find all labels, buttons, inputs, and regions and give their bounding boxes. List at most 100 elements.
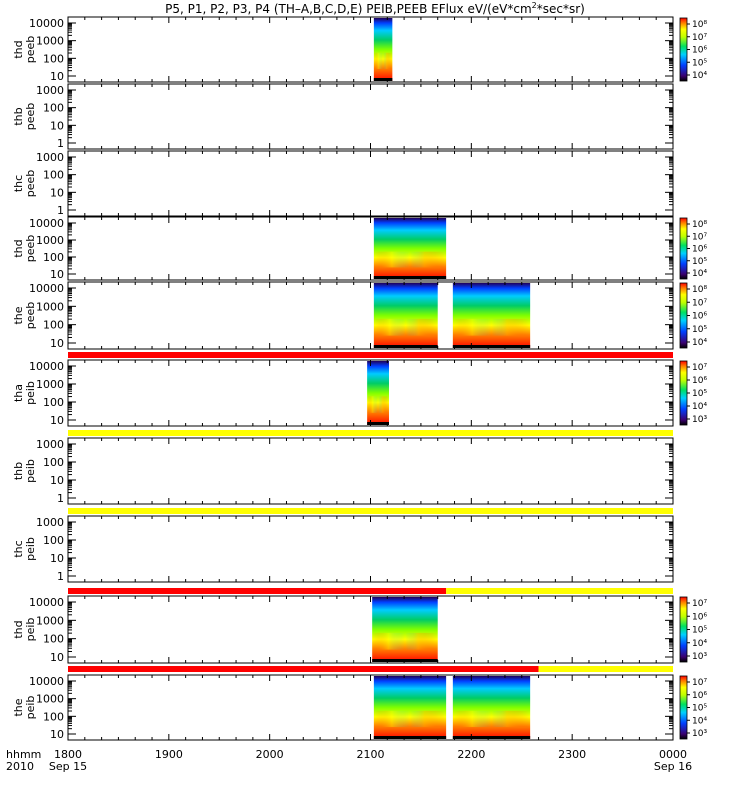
y-tick-label-7-1: 100: [43, 534, 64, 547]
spectrogram-block-5-0: [367, 361, 389, 425]
spectrogram-baseline-4-1: [452, 345, 531, 348]
spectrogram-band-3-0: [373, 251, 447, 268]
colorbar-label-5-1: 10⁶: [692, 376, 707, 386]
y-tick-label-9-2: 100: [43, 710, 64, 723]
x-tick-label-3: 2100: [357, 748, 385, 761]
colorbar-label-4-1: 10⁷: [692, 298, 707, 308]
panel-label-product-3: peeb: [24, 235, 37, 263]
spectrogram-baseline-4-0: [373, 345, 438, 348]
colorbar-label-9-1: 10⁶: [692, 691, 707, 701]
y-tick-label-4-3: 10: [50, 337, 64, 350]
spectrogram-band-4-0: [373, 318, 438, 336]
x-axis-label-top: hhmm: [6, 748, 41, 761]
y-tick-label-0-3: 10: [50, 70, 64, 83]
panel-label-probe-2: thc: [12, 175, 25, 192]
panel-label-product-2: peeb: [24, 170, 37, 198]
status-bar-segment-1-0: [68, 430, 673, 436]
panel-frame-2: [67, 150, 674, 217]
panel-6: 1000 100 10 1 thb peib: [12, 437, 674, 505]
x-tick-label-2: 2000: [256, 748, 284, 761]
colorbar-label-3-4: 10⁴: [692, 269, 707, 279]
y-tick-label-5-1: 1000: [36, 378, 64, 391]
colorbar-label-8-2: 10⁵: [692, 626, 707, 636]
spectrogram-block-8-0: [372, 597, 438, 662]
panel-9: 10000 1000 100 10 the peib 10⁷ 10⁶ 10⁵ 10⁴ 10³: [12, 674, 707, 741]
colorbar-scale-8: [679, 596, 688, 663]
panel-label-product-9: peib: [24, 696, 37, 720]
panel-label-probe-8: thd: [12, 620, 25, 638]
y-tick-label-5-2: 100: [43, 396, 64, 409]
y-tick-label-0-2: 100: [43, 52, 64, 65]
y-tick-label-7-0: 1000: [36, 516, 64, 529]
colorbar-label-9-3: 10⁴: [692, 716, 707, 726]
colorbar-label-3-1: 10⁷: [692, 232, 707, 242]
y-tick-label-4-0: 10000: [29, 282, 64, 295]
colorbar-label-9-4: 10³: [692, 729, 707, 739]
panel-frame-1: [67, 83, 674, 150]
panel-4: 10000 1000 100 10 the peeb 10⁸ 10⁷ 10⁶ 10⁵ 10⁴: [12, 281, 707, 350]
colorbar-0: 10⁸ 10⁷ 10⁶ 10⁵ 10⁴: [679, 17, 707, 82]
y-tick-label-7-3: 1: [57, 570, 64, 583]
chart-title: P5, P1, P2, P3, P4 (TH–A,B,C,D,E) PEIB,P…: [165, 1, 585, 16]
x-tick-label-4: 2200: [457, 748, 485, 761]
chart-title-superscript: 2: [532, 1, 537, 10]
colorbar-label-0-3: 10⁵: [692, 58, 707, 68]
panel-3: 10000 1000 100 10 thd peeb 10⁸ 10⁷ 10⁶ 10⁵ 10⁴: [12, 216, 707, 281]
status-bar-segment-3-1: [446, 588, 673, 594]
colorbar-4: 10⁸ 10⁷ 10⁶ 10⁵ 10⁴: [679, 282, 707, 349]
y-tick-label-6-0: 1000: [36, 438, 64, 451]
y-tick-label-2-0: 1000: [36, 151, 64, 164]
colorbar-label-8-4: 10³: [692, 652, 707, 662]
y-tick-label-6-1: 100: [43, 456, 64, 469]
panel-label-probe-9: the: [12, 698, 25, 716]
spectrogram-block-4-1: [452, 283, 531, 348]
colorbar-label-9-2: 10⁵: [692, 704, 707, 714]
y-tick-label-3-0: 10000: [29, 217, 64, 230]
panel-8: 10000 1000 100 10 thd peib 10⁷ 10⁶ 10⁵ 10⁴ 10³: [12, 595, 707, 664]
y-tick-label-4-1: 1000: [36, 300, 64, 313]
spectrogram-block-9-0: [373, 676, 447, 739]
spectrogram-baseline-5-0: [367, 422, 389, 425]
y-tick-label-6-3: 1: [57, 492, 64, 505]
status-bar-segment-0-0: [68, 352, 673, 358]
x-axis-label-bottom: 2010: [6, 760, 34, 773]
colorbar-label-8-1: 10⁶: [692, 612, 707, 622]
colorbar-label-5-3: 10⁴: [692, 402, 707, 412]
y-tick-label-9-3: 10: [50, 728, 64, 741]
colorbar-label-0-4: 10⁴: [692, 71, 707, 81]
panel-frame-9: [67, 674, 674, 741]
colorbar-label-4-3: 10⁵: [692, 325, 707, 335]
colorbar-label-3-2: 10⁶: [692, 245, 707, 255]
status-bar-segment-4-0: [68, 666, 539, 672]
panel-label-product-1: peeb: [24, 103, 37, 131]
panel-1: 1000 100 10 1 thb peeb: [12, 83, 674, 150]
panel-label-product-5: peib: [24, 381, 37, 405]
colorbar-9: 10⁷ 10⁶ 10⁵ 10⁴ 10³: [679, 675, 707, 740]
y-tick-label-1-1: 100: [43, 102, 64, 115]
y-tick-label-2-3: 1: [57, 204, 64, 217]
panel-label-product-6: peib: [24, 459, 37, 483]
colorbar-label-4-2: 10⁶: [692, 312, 707, 322]
panel-frame-0: [67, 16, 674, 83]
colorbar-8: 10⁷ 10⁶ 10⁵ 10⁴ 10³: [679, 596, 707, 663]
panel-label-probe-7: thc: [12, 540, 25, 557]
y-tick-label-6-2: 10: [50, 474, 64, 487]
y-tick-label-2-2: 10: [50, 186, 64, 199]
y-tick-label-1-3: 1: [57, 137, 64, 150]
y-tick-label-3-1: 1000: [36, 234, 64, 247]
y-tick-label-7-2: 10: [50, 552, 64, 565]
panel-frame-4: [67, 281, 674, 350]
colorbar-label-5-4: 10³: [692, 415, 707, 425]
chart-title-main: P5, P1, P2, P3, P4 (TH–A,B,C,D,E) PEIB,P…: [165, 2, 532, 16]
y-tick-label-0-0: 10000: [29, 17, 64, 30]
panel-frame-8: [67, 595, 674, 664]
panel-label-product-7: peib: [24, 537, 37, 561]
panel-label-probe-1: thb: [12, 107, 25, 125]
spectrogram-band-9-0: [373, 710, 447, 727]
x-tick-label-5: 2300: [558, 748, 586, 761]
y-tick-label-8-1: 1000: [36, 614, 64, 627]
panel-5: 10000 1000 100 10 tha peib 10⁷ 10⁶ 10⁵ 10⁴ 10³: [12, 359, 707, 427]
colorbar-label-8-0: 10⁷: [692, 599, 707, 609]
spectrogram-band-8-0: [372, 632, 438, 650]
y-tick-label-5-3: 10: [50, 414, 64, 427]
